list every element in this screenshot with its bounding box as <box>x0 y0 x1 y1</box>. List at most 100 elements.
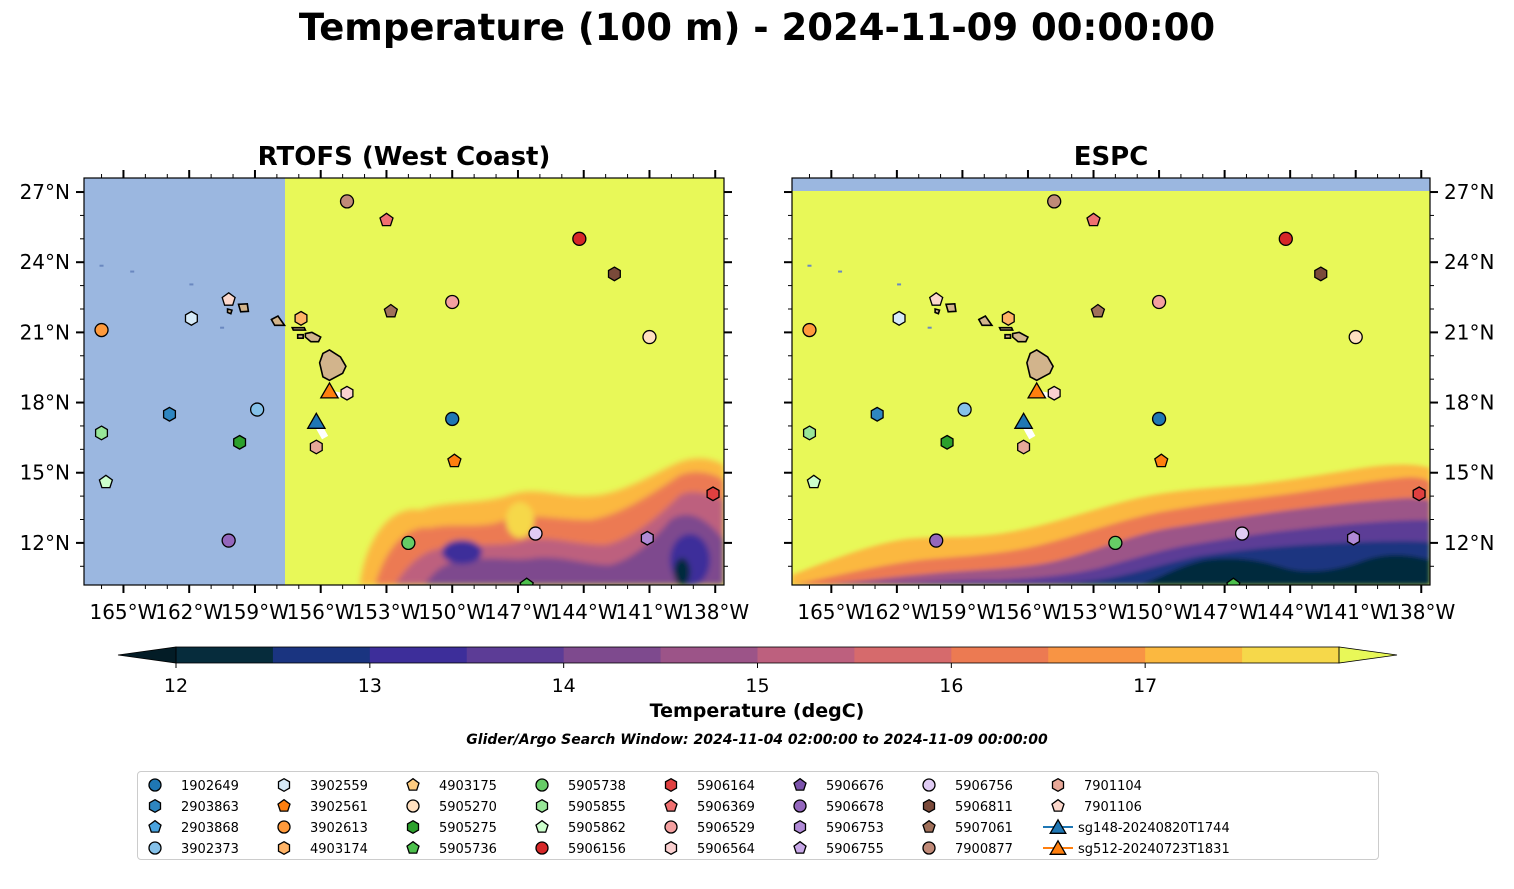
colorbar-segment <box>854 647 952 663</box>
legend-label: 7901106 <box>1084 800 1142 815</box>
lon-tick-label: 156°W <box>994 600 1062 624</box>
legend-entry: 5905270 <box>406 799 497 815</box>
platform-3902561 <box>1154 453 1169 468</box>
legend-entry: 5906753 <box>793 819 884 836</box>
platform-5906756 <box>1234 526 1250 541</box>
lon-tick-label: 141°W <box>616 600 684 624</box>
legend-marker-5907061 <box>922 819 936 833</box>
platform-sg512-20240723T1831 <box>1026 381 1047 399</box>
legend-entry: 5905738 <box>535 778 626 794</box>
search-window-caption: Glider/Argo Search Window: 2024-11-04 02… <box>466 732 1048 748</box>
lon-tick-label: 144°W <box>550 600 618 624</box>
platform-3902559 <box>892 310 906 326</box>
espc-panel-title: ESPC <box>1073 142 1149 172</box>
islet <box>220 326 225 329</box>
platform-4903174 <box>1001 310 1015 326</box>
lon-tick-label: 165°W <box>797 600 865 624</box>
platform-3902559 <box>184 310 198 326</box>
colorbar-tick-label: 15 <box>745 675 769 697</box>
legend-entry: 5906369 <box>664 798 755 815</box>
platform-5905862 <box>806 474 822 489</box>
legend-label: 7900877 <box>955 842 1013 857</box>
legend-label: 5906678 <box>826 800 884 815</box>
legend-label: 7901104 <box>1084 779 1142 794</box>
colorbar-label: Temperature (degC) <box>649 700 865 722</box>
platform-5905855 <box>94 425 109 441</box>
colorbar-tick-label: 14 <box>552 675 576 697</box>
island <box>304 331 322 343</box>
platform-5906811 <box>607 266 621 282</box>
platform-5906811 <box>1314 266 1328 282</box>
legend-label: 3902559 <box>310 779 368 794</box>
legend-entry: 2903863 <box>148 798 239 815</box>
legend-marker-5906156 <box>535 841 549 855</box>
lon-tick-label: 153°W <box>1060 600 1128 624</box>
platform-5905738 <box>1108 535 1123 551</box>
islet <box>807 264 812 267</box>
islet <box>897 283 902 286</box>
legend-label: sg512-20240723T1831 <box>1078 842 1230 857</box>
platform-5905855 <box>802 425 817 441</box>
platform-5907061 <box>383 303 399 318</box>
legend-label: 5906564 <box>697 842 755 857</box>
legend-label: 5905275 <box>439 821 497 836</box>
lon-tick-label: 150°W <box>1125 600 1193 624</box>
rtofs-axes: 165°W162°W159°W156°W153°W150°W147°W144°W… <box>20 170 749 624</box>
lon-tick-label: 144°W <box>1256 600 1324 624</box>
legend-entry: 4903175 <box>406 777 497 794</box>
island <box>270 314 287 327</box>
legend-label: 5905738 <box>568 779 626 794</box>
lon-tick-label: 147°W <box>1191 600 1259 624</box>
island <box>944 303 957 313</box>
legend-entry: 3902559 <box>277 777 368 794</box>
platform-7901104 <box>1017 439 1031 455</box>
legend-marker-5906756 <box>922 778 936 792</box>
rtofs-map <box>84 178 724 585</box>
lon-tick-label: 159°W <box>221 600 289 624</box>
platform-5905738 <box>401 535 416 551</box>
platform-5905736 <box>519 577 534 585</box>
legend-marker-2903863 <box>148 798 162 814</box>
lat-tick-label: 12°N <box>1444 531 1494 555</box>
legend-label: 5906755 <box>826 842 884 857</box>
platform-5906164 <box>1412 486 1426 502</box>
legend-entry: 5907061 <box>922 819 1013 836</box>
islet <box>927 326 932 329</box>
platform-5906156 <box>1278 231 1293 246</box>
legend-marker-3902373 <box>148 841 162 855</box>
platform-5906753 <box>1346 530 1361 546</box>
platform-5905736 <box>1226 577 1241 585</box>
legend-entry: 5905855 <box>535 798 626 815</box>
lon-tick-label: 165°W <box>89 600 157 624</box>
legend-marker-sg512-20240723T1831 <box>1049 839 1067 855</box>
legend-label: 3902561 <box>310 800 368 815</box>
lon-tick-label: 156°W <box>287 600 355 624</box>
lon-tick-label: 159°W <box>928 600 996 624</box>
legend-entry: 5906676 <box>793 777 884 794</box>
island <box>1026 348 1055 382</box>
legend-marker-5905270 <box>406 799 420 813</box>
legend-marker-5906678 <box>793 799 807 813</box>
espc-no-data-strip <box>792 178 1430 191</box>
platform-7901106 <box>928 291 944 306</box>
platform-5906753 <box>640 530 654 546</box>
lon-tick-label: 162°W <box>155 600 223 624</box>
colorbar-segment <box>1048 647 1146 663</box>
island <box>998 326 1014 331</box>
lon-tick-label: 162°W <box>863 600 931 624</box>
legend-label: 1902649 <box>181 779 239 794</box>
platform-3902561 <box>447 453 462 468</box>
legend-marker-sg148-20240820T1744 <box>1049 818 1067 834</box>
platform-5906156 <box>572 231 587 246</box>
legend-entry: 4903174 <box>277 840 368 857</box>
legend-label: 5905855 <box>568 800 626 815</box>
platform-5906369 <box>379 212 394 227</box>
legend-marker-2903868 <box>148 819 162 833</box>
legend-marker-5906755 <box>793 840 807 854</box>
lat-tick-label: 24°N <box>1444 250 1494 274</box>
legend-entry: 3902613 <box>277 820 368 836</box>
colorbar-segment <box>466 647 565 663</box>
legend-marker-7901104 <box>1051 777 1065 793</box>
colorbar-segment <box>757 647 855 663</box>
